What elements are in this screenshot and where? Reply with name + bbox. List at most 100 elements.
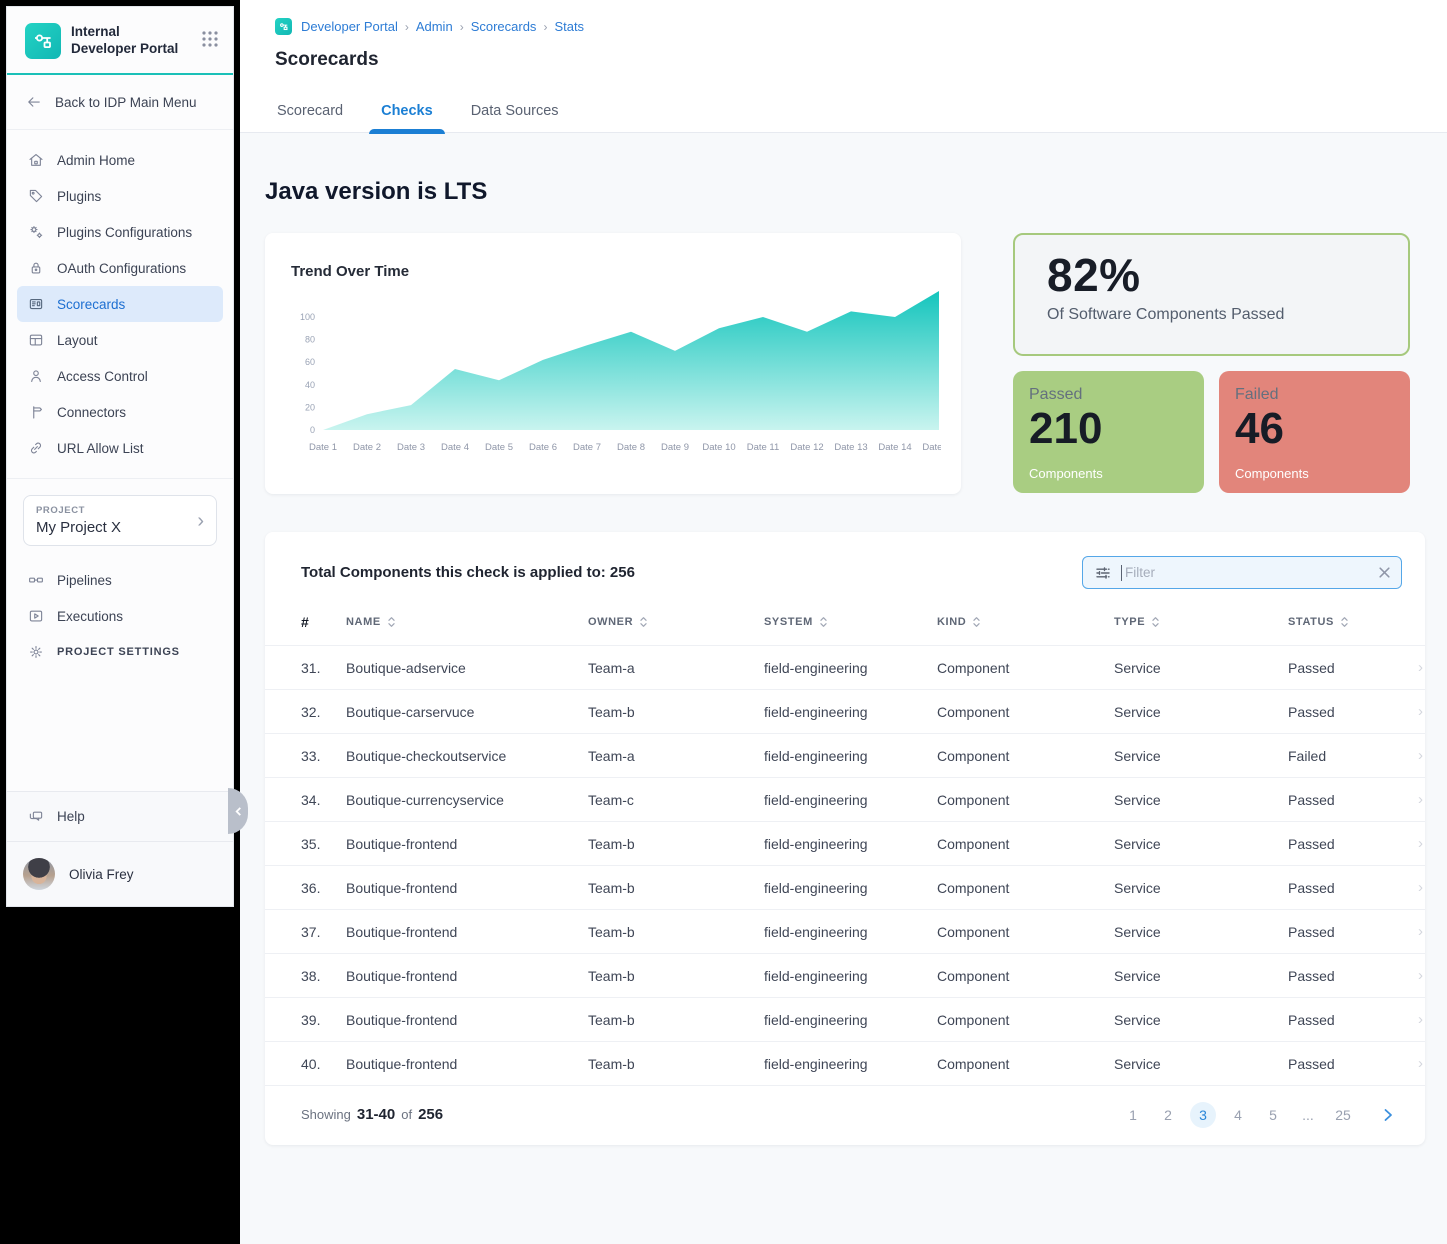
svg-text:Date 3: Date 3 [397, 442, 425, 453]
failed-caption: Components [1235, 466, 1394, 481]
table-row-boutique-checkoutservice-33[interactable]: 33.Boutique-checkoutserviceTeam-afield-e… [265, 733, 1425, 777]
cell-name: Boutique-frontend [346, 1056, 588, 1072]
breadcrumb: Developer Portal›Admin›Scorecards›Stats [275, 18, 1447, 35]
table-row-boutique-frontend-38[interactable]: 38.Boutique-frontendTeam-bfield-engineer… [265, 953, 1425, 997]
components-table-card: Total Components this check is applied t… [265, 532, 1425, 1145]
sidebar-item-scorecards[interactable]: Scorecards [17, 286, 223, 322]
table-row-boutique-carservuce-32[interactable]: 32.Boutique-carservuceTeam-bfield-engine… [265, 689, 1425, 733]
sidebar-item-plugins-configurations[interactable]: Plugins Configurations [17, 214, 223, 250]
page-5[interactable]: 5 [1260, 1102, 1286, 1128]
table-row-boutique-frontend-39[interactable]: 39.Boutique-frontendTeam-bfield-engineer… [265, 997, 1425, 1041]
column-header-status[interactable]: STATUS [1288, 616, 1415, 628]
sidebar-header: Internal Developer Portal [7, 7, 233, 75]
table-row-boutique-frontend-36[interactable]: 36.Boutique-frontendTeam-bfield-engineer… [265, 865, 1425, 909]
sidebar-item-access-control[interactable]: Access Control [17, 358, 223, 394]
sidebar-item-layout[interactable]: Layout [17, 322, 223, 358]
svg-text:20: 20 [305, 402, 315, 412]
sidebar-item-label: Admin Home [57, 153, 135, 168]
svg-text:Date 15: Date 15 [922, 442, 941, 453]
cell-status: Passed [1288, 1012, 1415, 1028]
cell-num: 34. [301, 792, 346, 808]
page-1[interactable]: 1 [1120, 1102, 1146, 1128]
cell-name: Boutique-currencyservice [346, 792, 588, 808]
table-header-bar: Total Components this check is applied t… [265, 532, 1425, 599]
help-item[interactable]: Help [7, 792, 233, 842]
user-menu[interactable]: Olivia Frey [7, 842, 233, 906]
help-chat-icon [27, 808, 45, 826]
cell-num: 40. [301, 1056, 346, 1072]
filter-sliders-icon[interactable] [1095, 565, 1111, 581]
sidebar-item-label: URL Allow List [57, 441, 144, 456]
cell-system: field-engineering [764, 792, 937, 808]
breadcrumb-link-developer-portal[interactable]: Developer Portal [301, 19, 398, 34]
project-selector[interactable]: PROJECT My Project X › [23, 495, 217, 546]
table-row-boutique-frontend-37[interactable]: 37.Boutique-frontendTeam-bfield-engineer… [265, 909, 1425, 953]
cell-kind: Component [937, 792, 1114, 808]
table-row-boutique-frontend-35[interactable]: 35.Boutique-frontendTeam-bfield-engineer… [265, 821, 1425, 865]
sidebar-item-connectors[interactable]: Connectors [17, 394, 223, 430]
cell-type: Service [1114, 1012, 1288, 1028]
breadcrumb-link-stats[interactable]: Stats [554, 19, 584, 34]
row-chevron-icon: › [1418, 879, 1423, 896]
breadcrumb-separator: › [405, 20, 409, 34]
sidebar-item-executions[interactable]: Executions [17, 598, 223, 634]
home-icon [27, 151, 45, 169]
cell-owner: Team-b [588, 704, 764, 720]
cell-owner: Team-a [588, 748, 764, 764]
project-label: PROJECT [36, 505, 204, 516]
cell-type: Service [1114, 704, 1288, 720]
page-4[interactable]: 4 [1225, 1102, 1251, 1128]
sidebar-item-label: Executions [57, 609, 123, 624]
column-header-system[interactable]: SYSTEM [764, 616, 937, 628]
page-3[interactable]: 3 [1190, 1102, 1216, 1128]
cell-type: Service [1114, 924, 1288, 940]
clear-filter-icon[interactable] [1378, 566, 1391, 579]
cell-system: field-engineering [764, 968, 937, 984]
sidebar-item-pipelines[interactable]: Pipelines [17, 562, 223, 598]
sort-icon [387, 616, 396, 628]
table-row-boutique-adservice-31[interactable]: 31.Boutique-adserviceTeam-afield-enginee… [265, 645, 1425, 689]
page-2[interactable]: 2 [1155, 1102, 1181, 1128]
sidebar-item-project-settings[interactable]: PROJECT SETTINGS [17, 634, 223, 670]
cell-name: Boutique-frontend [346, 1012, 588, 1028]
column-header-name[interactable]: NAME [346, 616, 588, 628]
page-25[interactable]: 25 [1330, 1102, 1356, 1128]
cell-owner: Team-b [588, 836, 764, 852]
tab-checks[interactable]: Checks [381, 103, 433, 132]
table-row-boutique-frontend-40[interactable]: 40.Boutique-frontendTeam-bfield-engineer… [265, 1041, 1425, 1085]
sidebar-item-admin-home[interactable]: Admin Home [17, 142, 223, 178]
sidebar-item-oauth-configurations[interactable]: OAuth Configurations [17, 250, 223, 286]
sidebar-item-url-allow-list[interactable]: URL Allow List [17, 430, 223, 466]
table-row-boutique-currencyservice-34[interactable]: 34.Boutique-currencyserviceTeam-cfield-e… [265, 777, 1425, 821]
cell-kind: Component [937, 1056, 1114, 1072]
cell-num: 32. [301, 704, 346, 720]
breadcrumb-link-admin[interactable]: Admin [416, 19, 453, 34]
svg-text:Date 12: Date 12 [790, 442, 823, 453]
svg-text:Date 11: Date 11 [747, 442, 780, 453]
next-page-icon[interactable] [1381, 1108, 1395, 1122]
tab-scorecard[interactable]: Scorecard [277, 103, 343, 132]
apps-grid-icon[interactable] [201, 30, 219, 53]
sort-icon [1340, 616, 1349, 628]
column-label: STATUS [1288, 616, 1334, 628]
summary-row: Trend Over Time 020406080100Date 1Date 2… [265, 233, 1425, 494]
cell-num: 38. [301, 968, 346, 984]
back-to-idp-main-menu[interactable]: Back to IDP Main Menu [7, 75, 233, 130]
tab-data-sources[interactable]: Data Sources [471, 103, 559, 132]
cell-system: field-engineering [764, 924, 937, 940]
idp-logo-icon [25, 23, 61, 59]
sidebar-item-plugins[interactable]: Plugins [17, 178, 223, 214]
column-header-kind[interactable]: KIND [937, 616, 1114, 628]
sort-icon [1151, 616, 1160, 628]
check-heading: Java version is LTS [265, 178, 1425, 206]
cell-system: field-engineering [764, 660, 937, 676]
cell-type: Service [1114, 660, 1288, 676]
table-column-headers: #NAMEOWNERSYSTEMKINDTYPESTATUS [265, 599, 1425, 645]
cell-status: Failed [1288, 748, 1415, 764]
column-header-type[interactable]: TYPE [1114, 616, 1288, 628]
filter-input[interactable] [1121, 565, 1368, 581]
layout-icon [27, 331, 45, 349]
play-square-icon [27, 607, 45, 625]
breadcrumb-link-scorecards[interactable]: Scorecards [471, 19, 537, 34]
column-header-owner[interactable]: OWNER [588, 616, 764, 628]
